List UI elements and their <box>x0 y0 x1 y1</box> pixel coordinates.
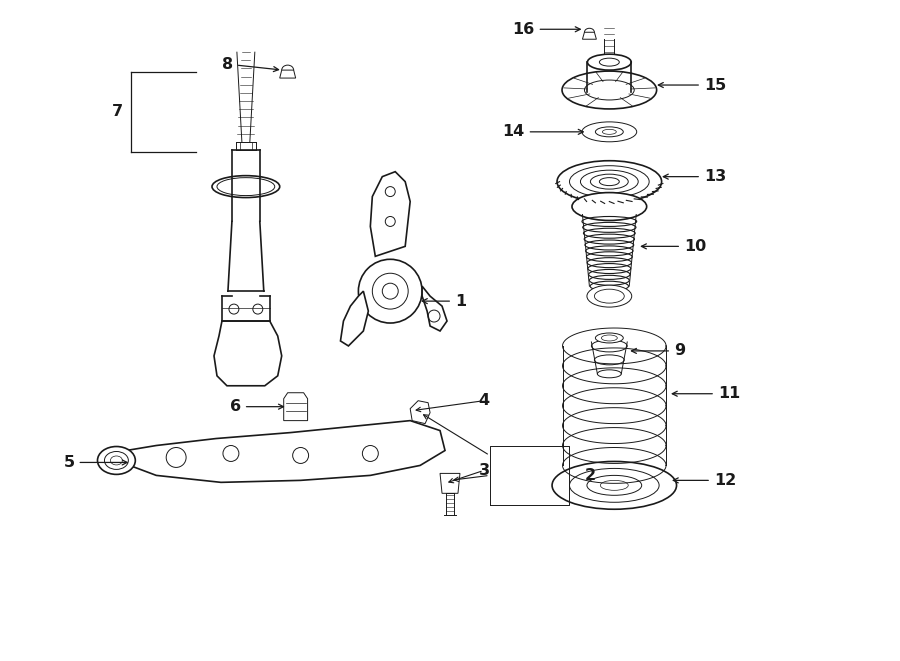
Polygon shape <box>340 291 368 346</box>
Polygon shape <box>410 401 430 424</box>
Ellipse shape <box>596 333 624 343</box>
Ellipse shape <box>594 355 625 365</box>
Text: 11: 11 <box>672 386 740 401</box>
Polygon shape <box>370 172 410 256</box>
Text: 2: 2 <box>584 468 596 483</box>
Polygon shape <box>422 286 447 331</box>
Polygon shape <box>284 393 308 420</box>
Text: 12: 12 <box>673 473 736 488</box>
Ellipse shape <box>97 447 135 475</box>
Ellipse shape <box>572 192 647 221</box>
Ellipse shape <box>582 122 636 142</box>
Ellipse shape <box>552 461 677 509</box>
Ellipse shape <box>598 370 621 378</box>
Text: 8: 8 <box>221 57 279 71</box>
Polygon shape <box>214 321 282 386</box>
Text: 3: 3 <box>479 463 490 478</box>
Text: 7: 7 <box>112 104 123 120</box>
Polygon shape <box>582 32 597 39</box>
Polygon shape <box>440 473 460 493</box>
Ellipse shape <box>562 71 657 109</box>
Text: 13: 13 <box>663 169 726 184</box>
Text: 4: 4 <box>479 393 490 408</box>
Text: 9: 9 <box>632 344 685 358</box>
Polygon shape <box>280 70 296 78</box>
Text: 6: 6 <box>230 399 284 414</box>
Text: 10: 10 <box>642 239 706 254</box>
Ellipse shape <box>591 340 627 352</box>
Circle shape <box>358 259 422 323</box>
Text: 16: 16 <box>512 22 580 37</box>
Text: 15: 15 <box>658 77 726 93</box>
Text: 5: 5 <box>64 455 127 470</box>
Ellipse shape <box>588 54 631 70</box>
Polygon shape <box>116 420 445 483</box>
Ellipse shape <box>587 285 632 307</box>
Text: 1: 1 <box>422 293 466 309</box>
Text: 14: 14 <box>502 124 583 139</box>
Ellipse shape <box>557 161 662 202</box>
